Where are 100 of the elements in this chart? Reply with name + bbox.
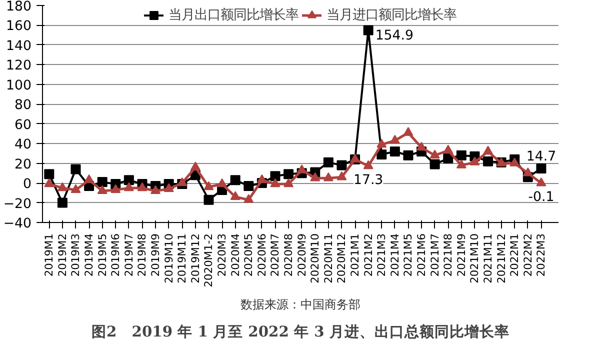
x-tick-label: 2022M1	[508, 234, 522, 277]
y-tick-label: 20	[14, 157, 32, 172]
x-tick-label: 2019M8	[136, 233, 149, 277]
x-tick-label: 2019M11	[176, 234, 189, 284]
x-tick-label: 2022M3	[534, 234, 548, 277]
x-tick-label: 2019M12	[188, 234, 202, 284]
x-tick-label: 2020M1-2	[202, 234, 216, 288]
x-tick-label: 2021M2	[362, 234, 375, 277]
point	[296, 164, 307, 174]
point	[430, 159, 440, 170]
x-tick-label: 2021M6	[415, 233, 428, 277]
x-tick-label: 2021M4	[388, 233, 402, 277]
x-tick-label: 2022M2	[521, 234, 534, 277]
point	[470, 156, 480, 166]
y-tick-label: 100	[6, 78, 32, 94]
point	[483, 156, 494, 166]
point	[70, 184, 81, 194]
point	[323, 172, 334, 182]
data-label: -0.1	[528, 190, 554, 206]
point	[536, 177, 546, 186]
x-tick-label: 2021M9	[454, 233, 468, 277]
point	[84, 174, 94, 184]
y-tick-label: −20	[3, 196, 32, 212]
x-tick-label: 2021M11	[482, 234, 495, 284]
point	[230, 191, 240, 200]
point	[456, 150, 466, 160]
point	[390, 134, 400, 144]
y-tick-label: 80	[14, 98, 32, 114]
x-tick-label: 2021M8	[442, 233, 455, 277]
point	[204, 194, 214, 205]
point	[164, 183, 174, 192]
point	[416, 142, 427, 151]
y-tick-label: 160	[6, 19, 32, 34]
x-tick-label: 2019M3	[69, 234, 82, 277]
data-label: 154.9	[375, 28, 414, 44]
y-tick-label: 120	[6, 58, 32, 74]
y-tick-label: −40	[3, 216, 32, 232]
y-tick-label: 0	[23, 177, 32, 192]
x-tick-label: 2021M1	[348, 234, 362, 277]
point	[44, 169, 54, 180]
x-tick-label: 2019M9	[149, 233, 162, 277]
point	[522, 167, 533, 176]
x-tick-label: 2020M5	[242, 234, 256, 277]
x-tick-label: 2020M12	[335, 234, 348, 284]
y-tick-label: 180	[6, 0, 32, 14]
x-tick-label: 2021M7	[428, 234, 442, 277]
point	[390, 146, 400, 156]
point	[323, 157, 334, 168]
point	[284, 178, 294, 188]
x-tick-label: 2021M3	[375, 234, 388, 277]
point	[57, 198, 68, 208]
point	[150, 185, 161, 194]
x-tick-label: 2020M4	[228, 233, 242, 277]
point	[456, 160, 466, 168]
x-tick-label: 2020M8	[282, 233, 296, 277]
point	[284, 169, 294, 180]
x-tick-label: 2019M5	[96, 234, 109, 277]
point	[57, 182, 68, 192]
source-note: 数据来源：中国商务部	[240, 298, 360, 312]
point	[270, 178, 280, 188]
data-label: 14.7	[526, 150, 556, 165]
point	[244, 194, 254, 203]
point	[336, 171, 347, 180]
legend-label: 当月出口额同比增长率	[168, 6, 298, 24]
x-tick-label: 2019M1	[42, 234, 56, 277]
point	[443, 153, 454, 164]
y-tick-label: 140	[6, 38, 32, 54]
x-tick-label: 2021M12	[494, 234, 508, 284]
x-tick-label: 2019M4	[82, 233, 96, 277]
text: 图2 2019 年 1 月至 2022 年 3 月进、出口总额同比增长率	[92, 322, 510, 340]
point	[70, 164, 81, 174]
y-tick-label: 60	[14, 118, 32, 133]
point	[310, 172, 320, 182]
x-tick-label: 2019M2	[56, 234, 69, 277]
point	[443, 144, 454, 154]
point	[336, 160, 347, 170]
point	[256, 174, 267, 184]
point	[44, 178, 54, 188]
point	[483, 146, 494, 155]
legend-label: 当月进口额同比增长率	[326, 6, 456, 24]
point	[230, 175, 240, 186]
point	[177, 177, 188, 186]
point	[376, 149, 387, 160]
point	[403, 127, 414, 136]
x-tick-label: 2020M3	[216, 234, 229, 277]
point	[363, 25, 374, 36]
point	[110, 184, 121, 194]
point	[190, 162, 200, 170]
point	[403, 150, 414, 160]
point	[204, 181, 214, 190]
x-tick-label: 2020M6	[255, 233, 268, 277]
point	[376, 138, 387, 148]
x-tick-label: 2020M10	[308, 233, 322, 284]
point	[430, 150, 440, 159]
x-tick-label: 2019M7	[122, 234, 136, 277]
x-tick-label: 2020M9	[295, 233, 308, 277]
x-tick-label: 2020M7	[268, 234, 282, 277]
x-tick-label: 2021M5	[402, 234, 415, 277]
point	[536, 164, 546, 174]
point	[217, 178, 228, 188]
